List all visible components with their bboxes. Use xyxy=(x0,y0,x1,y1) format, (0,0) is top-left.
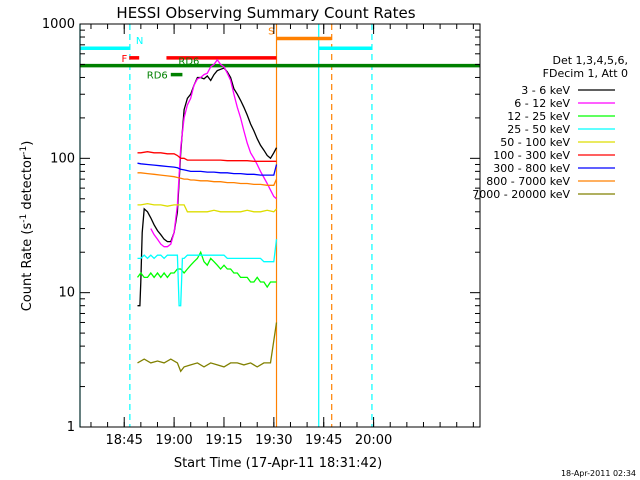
footer-timestamp: 18-Apr-2011 02:34 xyxy=(561,469,636,478)
series-line-8 xyxy=(137,322,278,373)
x-axis-label: Start Time (17-Apr-11 18:31:42) xyxy=(174,456,382,471)
series-line-7 xyxy=(137,172,278,186)
flag-label-7: RD6 xyxy=(178,57,199,68)
legend-label-4: 50 - 100 keV xyxy=(500,136,570,149)
x-tick-label: 19:00 xyxy=(155,433,192,448)
chart-title: HESSI Observing Summary Count Rates xyxy=(116,4,415,22)
legend-label-7: 800 - 7000 keV xyxy=(486,175,570,188)
series-line-1 xyxy=(150,58,277,248)
series-line-5 xyxy=(137,151,277,162)
legend-label-5: 100 - 300 keV xyxy=(493,149,570,162)
series-line-2 xyxy=(136,250,277,289)
legend-label-1: 6 - 12 keV xyxy=(514,97,570,110)
legend-title-line: Det 1,3,4,5,6, xyxy=(552,54,628,67)
legend-label-2: 12 - 25 keV xyxy=(507,110,570,123)
plot-frame xyxy=(79,23,481,428)
flag-label-6: RD6 xyxy=(147,71,168,82)
legend-label-3: 25 - 50 keV xyxy=(507,123,570,136)
series-line-4 xyxy=(137,202,277,213)
flag-label-4: F xyxy=(121,54,127,65)
legend-title-line: FDecim 1, Att 0 xyxy=(543,67,628,80)
y-tick-label: 100 xyxy=(50,151,75,166)
x-tick-label: 20:00 xyxy=(355,433,392,448)
legend: Det 1,3,4,5,6,FDecim 1, Att 0 3 - 6 keV6 … xyxy=(472,54,628,201)
y-tick-label: 1 xyxy=(67,420,75,435)
y-axis-label: Count Rate (s-1 detector-1) xyxy=(19,141,35,312)
legend-label-0: 3 - 6 keV xyxy=(521,84,570,97)
series-line-0 xyxy=(137,67,278,307)
axes: 1 10 100 1000 18:45 19:00 19:15 19:30 19:45 20:00 xyxy=(42,17,480,448)
y-tick-label: 1000 xyxy=(42,17,75,32)
y-tick-label: 10 xyxy=(58,286,75,301)
flag-label-3: S xyxy=(268,26,274,37)
flag-label-1: N xyxy=(136,36,143,47)
series-line-3 xyxy=(137,239,278,307)
x-tick-label: 19:45 xyxy=(305,433,342,448)
series-line-6 xyxy=(137,162,278,176)
x-tick-label: 19:30 xyxy=(255,433,292,448)
x-tick-label: 18:45 xyxy=(105,433,142,448)
legend-label-8: 7000 - 20000 keV xyxy=(472,188,570,201)
x-tick-label: 19:15 xyxy=(205,433,242,448)
legend-label-6: 300 - 800 keV xyxy=(493,162,570,175)
